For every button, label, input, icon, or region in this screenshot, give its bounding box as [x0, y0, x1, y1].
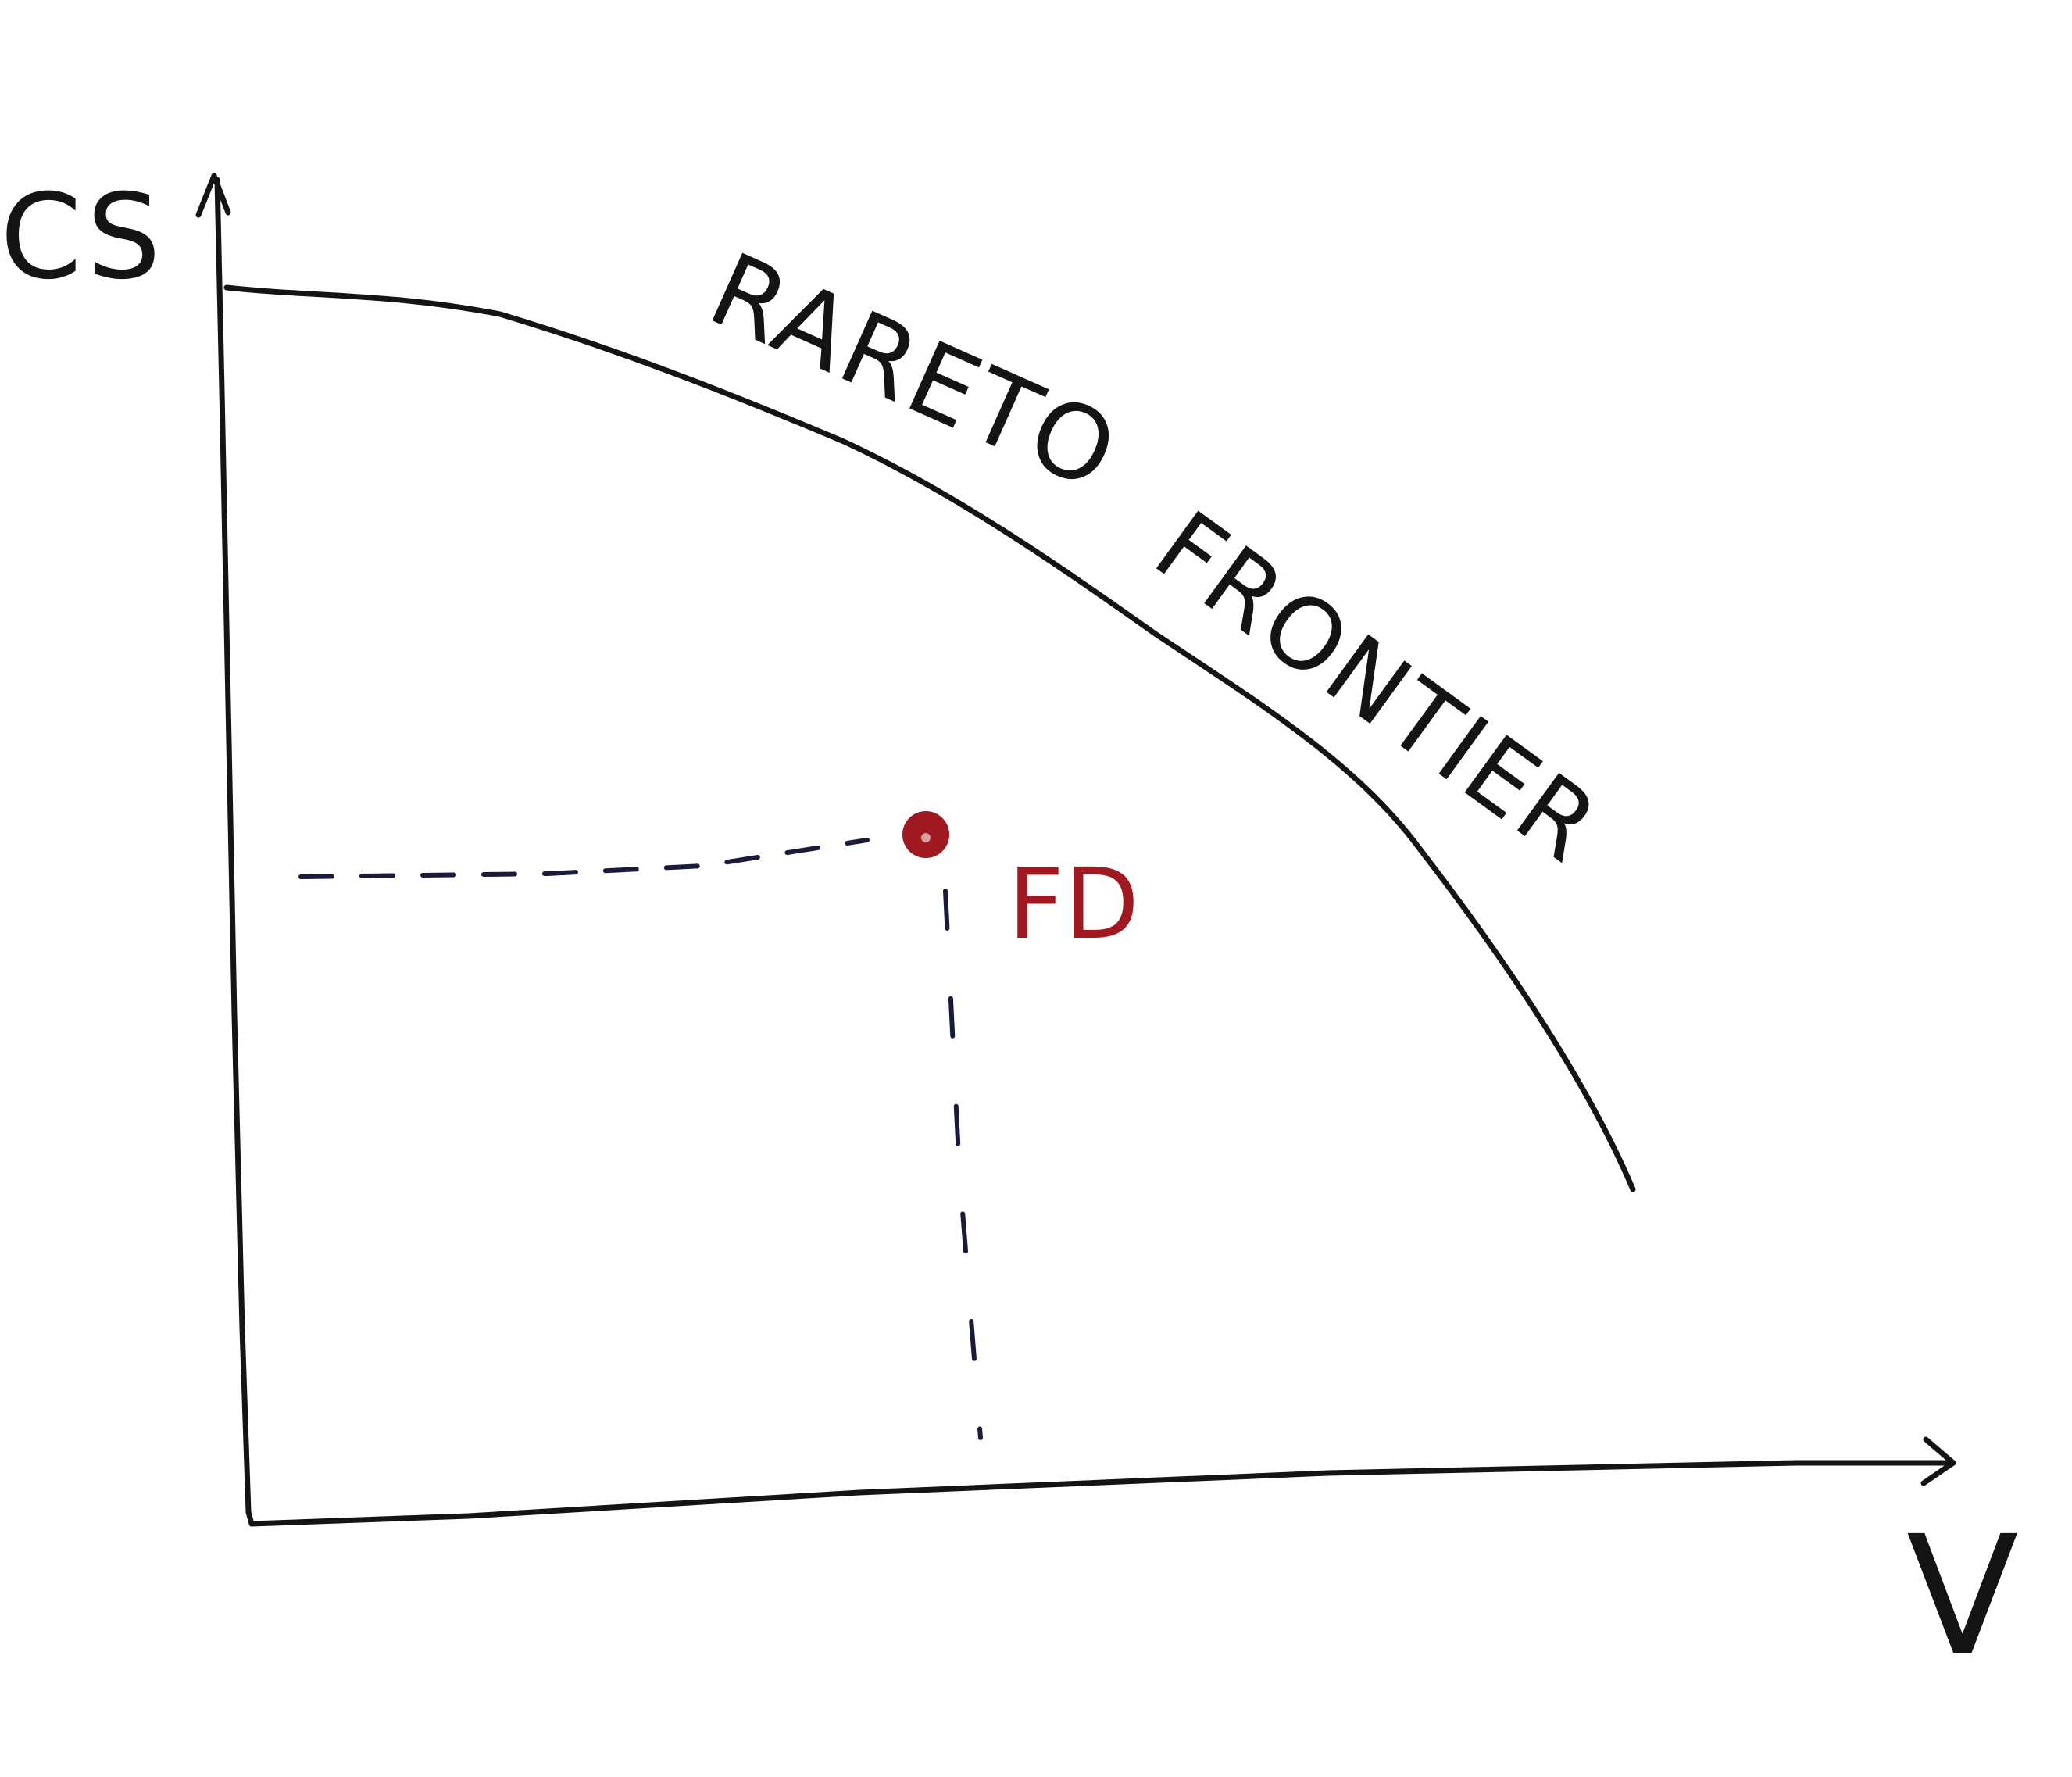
frontier-label-word-1: RARETO — [693, 230, 1135, 513]
y-axis-label: CS — [0, 170, 166, 306]
frontier-label-word-2: FRONTIER — [1134, 490, 1620, 885]
pareto-frontier-curve — [223, 284, 1636, 1192]
x-axis-arrowhead — [1920, 1436, 1956, 1486]
horizontal-dashed-guide — [298, 838, 870, 879]
fd-point-label: FD — [1008, 848, 1139, 961]
x-axis-line — [245, 1460, 1956, 1527]
vertical-dashed-guide — [943, 888, 983, 1440]
y-axis-arrowhead — [195, 173, 231, 218]
fd-point-highlight — [921, 833, 931, 842]
y-axis-line — [214, 177, 252, 1515]
x-axis-label: V — [1906, 1500, 2019, 1692]
